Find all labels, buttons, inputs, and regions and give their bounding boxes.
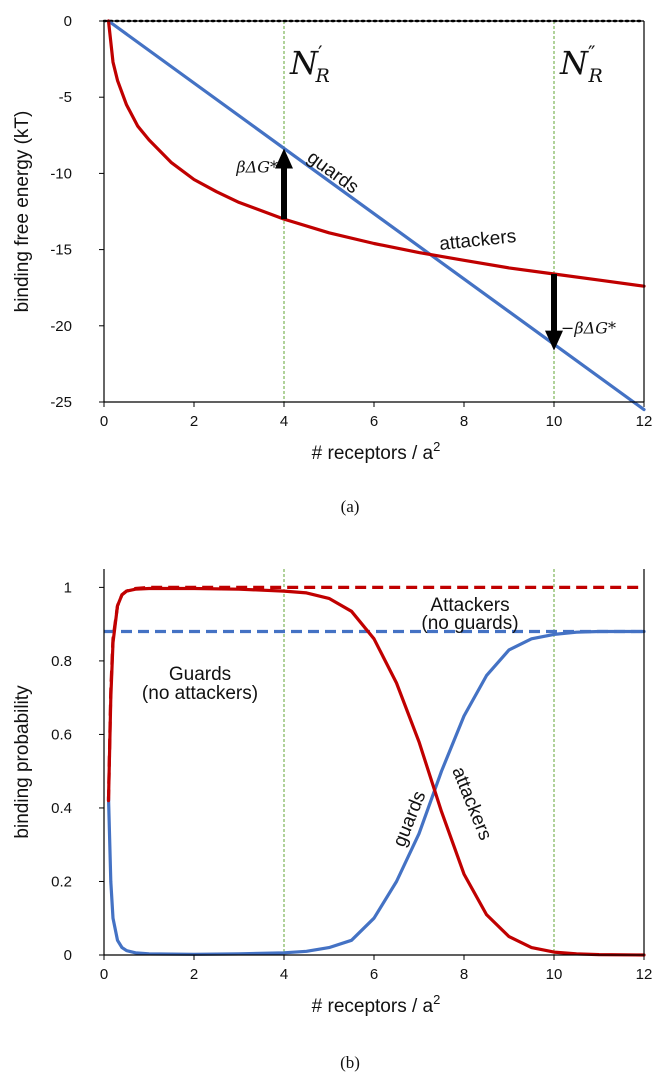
y-tick-label: -20 — [50, 318, 72, 335]
x-axis-label: # receptors / a2 — [312, 439, 441, 464]
y-tick-label: -5 — [59, 89, 72, 106]
y-tick-label: -25 — [50, 394, 72, 411]
arrow-label-up: βΔG* — [235, 158, 278, 177]
y-tick-label: 0.8 — [51, 653, 72, 670]
y-tick-label: -10 — [50, 165, 72, 182]
x-tick-label: 8 — [460, 966, 468, 983]
x-tick-label: 6 — [370, 413, 378, 430]
vline-label-0: N′ R — [289, 41, 330, 87]
series-sublabel-guards-no-attackers: (no attackers) — [142, 683, 258, 704]
y-tick-label: -15 — [50, 242, 72, 259]
x-tick-label: 2 — [190, 413, 198, 430]
y-tick-label: 0.4 — [51, 800, 72, 817]
x-tick-label: 8 — [460, 413, 468, 430]
arrow-head-down — [545, 330, 563, 351]
series-line-attackers — [106, 19, 646, 288]
x-tick-label: 12 — [636, 413, 653, 430]
x-tick-label: 12 — [636, 966, 653, 983]
x-tick-label: 4 — [280, 966, 288, 983]
y-axis-label: binding free energy (kT) — [12, 111, 33, 313]
arrow-label-down: −βΔG* — [561, 318, 616, 337]
x-tick-label: 2 — [190, 966, 198, 983]
chart-panel-a: 0 2 4 6 8 10 12 0 -5 -10 -15 -20 -25 # receptors / a2… — [12, 13, 652, 516]
x-tick-label: 10 — [546, 966, 563, 983]
series-label-guards-no-attackers: Guards — [169, 664, 231, 685]
x-tick-label: 4 — [280, 413, 288, 430]
x-tick-label: 0 — [100, 413, 108, 430]
x-axis-label-superscript: 2 — [433, 439, 440, 454]
x-tick-label: 0 — [100, 966, 108, 983]
series-label-guards: guards — [303, 147, 362, 198]
series-line-guards — [106, 629, 646, 956]
x-tick-label: 6 — [370, 966, 378, 983]
series-label-attackers: attackers — [447, 764, 495, 843]
panel-caption: (b) — [340, 1053, 360, 1072]
y-tick-label: 0 — [64, 947, 72, 964]
y-tick-label: 0.2 — [51, 873, 72, 890]
y-tick-label: 0.6 — [51, 726, 72, 743]
series-line-attackers — [106, 586, 646, 957]
x-axis-label: # receptors / a2 — [312, 992, 441, 1017]
x-tick-label: 10 — [546, 413, 563, 430]
series-sublabel-attackers-no-guards: (no guards) — [421, 613, 518, 634]
x-axis-label-superscript: 2 — [433, 992, 440, 1007]
vline-label-1: N″ R — [559, 41, 603, 87]
y-tick-label: 0 — [64, 13, 72, 30]
series-label-attackers: attackers — [438, 226, 517, 255]
y-tick-label: 1 — [64, 579, 72, 596]
series-label-attackers-no-guards: Attackers — [430, 595, 509, 616]
arrow-head-up — [275, 148, 293, 169]
panel-caption: (a) — [341, 497, 360, 516]
y-axis-label: binding probability — [12, 685, 33, 839]
chart-panel-b: 0 2 4 6 8 10 12 0 0.2 0.4 0.6 0.8 1 # receptors / a2 b… — [12, 569, 652, 1072]
